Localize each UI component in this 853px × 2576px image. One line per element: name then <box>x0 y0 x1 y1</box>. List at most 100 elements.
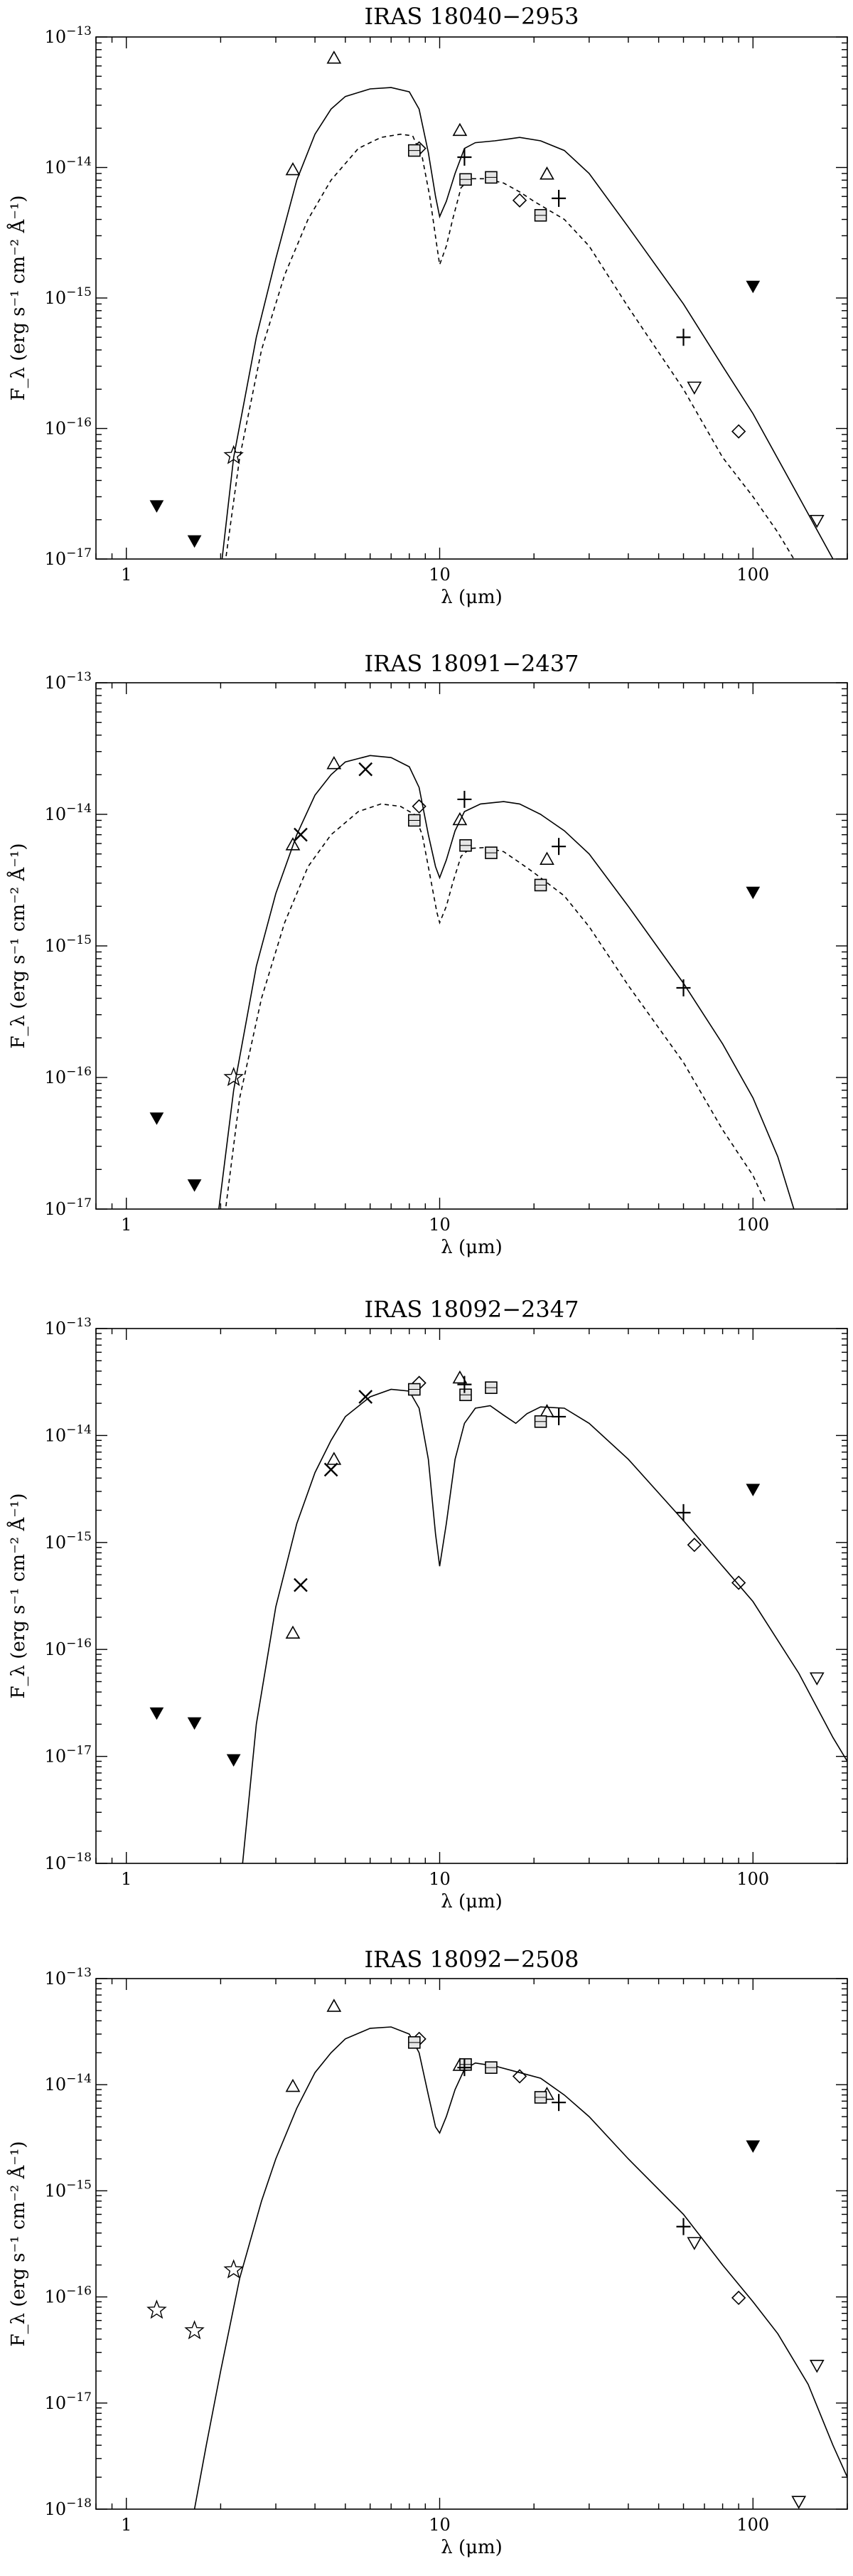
cross-b <box>358 1390 373 1404</box>
x-axis-label: λ (μm) <box>441 1891 503 1912</box>
data-point-plus <box>676 1503 691 1521</box>
y-tick-label: 10−14 <box>45 1422 92 1445</box>
cross-b <box>294 827 308 842</box>
y-tick-exponent: −17 <box>66 2390 92 2405</box>
y-tick-label: 10−16 <box>45 1065 92 1087</box>
data-point-square <box>408 144 421 157</box>
data-point-upper-limit <box>746 886 761 900</box>
y-tick-label: 10−13 <box>45 670 92 693</box>
y-tick-base: 10 <box>45 288 67 308</box>
axis-ticks <box>95 1328 848 1864</box>
data-point-plus <box>676 2218 691 2235</box>
data-point-square <box>534 208 547 222</box>
data-point-cross <box>358 762 373 777</box>
y-tick-exponent: −16 <box>66 1065 92 1079</box>
y-tick-exponent: −18 <box>66 1851 92 1865</box>
chart-title: IRAS 18092−2508 <box>365 1946 579 1973</box>
data-point-diamond <box>412 799 426 814</box>
chart-title: IRAS 18040−2953 <box>365 3 579 30</box>
y-tick-label: 10−17 <box>45 546 92 569</box>
data-point-square <box>459 1388 472 1402</box>
data-point-square <box>534 1415 547 1428</box>
y-tick-base: 10 <box>45 1853 67 1873</box>
data-point-square <box>459 2058 472 2071</box>
y-tick-exponent: −17 <box>66 546 92 560</box>
data-point-square <box>485 2061 498 2074</box>
data-point-plus <box>457 1375 472 1393</box>
y-tick-label: 10−13 <box>45 24 92 47</box>
cross-b <box>294 1577 308 1592</box>
x-tick-label: 1 <box>121 2515 132 2535</box>
data-point-plus <box>552 2094 567 2112</box>
data-point-triangle-down <box>687 2237 702 2250</box>
data-point-square <box>485 846 498 859</box>
y-tick-exponent: −15 <box>66 933 92 947</box>
x-axis-label: λ (μm) <box>441 2537 503 2558</box>
y-axis-label: F_λ (erg s⁻¹ cm⁻² Å⁻¹) <box>6 195 29 400</box>
y-tick-exponent: −13 <box>66 1966 92 1980</box>
x-tick-label: 10 <box>429 1869 451 1889</box>
y-tick-label: 10−14 <box>45 155 92 178</box>
data-point-upper-limit <box>187 1179 202 1192</box>
cross-b <box>323 1462 338 1477</box>
x-tick-label: 100 <box>736 565 769 585</box>
data-point-plus <box>676 979 691 996</box>
y-tick-base: 10 <box>45 549 67 569</box>
x-tick-label: 1 <box>121 1869 132 1889</box>
y-tick-base: 10 <box>45 1199 67 1219</box>
model-line-solid <box>193 2026 847 2509</box>
y-tick-base: 10 <box>45 2499 67 2519</box>
data-point-star <box>223 445 244 464</box>
data-point-triangle <box>452 122 468 137</box>
y-tick-label: 10−16 <box>45 416 92 439</box>
y-axis-label: F_λ (erg s⁻¹ cm⁻² Å⁻¹) <box>6 1493 29 1698</box>
y-tick-exponent: −16 <box>66 2284 92 2299</box>
data-point-triangle-down <box>809 1672 825 1686</box>
model-line-dashed <box>225 803 767 1209</box>
data-point-triangle <box>285 1625 301 1639</box>
data-point-triangle <box>326 756 342 770</box>
data-point-diamond <box>687 1538 702 1553</box>
data-point-square <box>534 2091 547 2104</box>
data-point-cross <box>294 827 308 842</box>
x-tick-label: 10 <box>429 1215 451 1235</box>
data-point-square <box>534 878 547 892</box>
data-point-square <box>459 839 472 852</box>
y-tick-base: 10 <box>45 1639 67 1659</box>
x-tick-label: 100 <box>736 2515 769 2535</box>
y-tick-base: 10 <box>45 2181 67 2200</box>
data-point-upper-limit <box>226 1754 241 1767</box>
data-points <box>149 1370 825 1767</box>
y-tick-label: 10−13 <box>45 1966 92 1989</box>
y-tick-base: 10 <box>45 804 67 824</box>
axis-ticks <box>95 1978 848 2510</box>
data-point-upper-limit <box>746 2140 761 2154</box>
data-point-plus <box>552 1407 567 1425</box>
data-point-star <box>223 1067 244 1087</box>
y-tick-exponent: −15 <box>66 2178 92 2192</box>
data-point-plus <box>457 148 472 166</box>
y-axis-label: F_λ (erg s⁻¹ cm⁻² Å⁻¹) <box>6 2141 29 2346</box>
data-point-triangle <box>326 1452 342 1465</box>
cross-b <box>358 762 373 777</box>
y-tick-label: 10−16 <box>45 1636 92 1659</box>
data-point-plus <box>552 189 567 207</box>
x-tick-label: 1 <box>121 1215 132 1235</box>
data-point-upper-limit <box>149 500 164 513</box>
model-line-dashed <box>225 133 795 559</box>
y-tick-base: 10 <box>45 1969 67 1989</box>
data-point-triangle <box>285 837 301 851</box>
data-point-triangle-down <box>791 2496 807 2509</box>
data-point-square <box>408 2036 421 2049</box>
x-axis-label: λ (μm) <box>441 587 503 608</box>
data-point-star <box>184 2320 205 2340</box>
x-tick-label: 10 <box>429 565 451 585</box>
y-tick-label: 10−14 <box>45 802 92 824</box>
x-tick-label: 100 <box>736 1869 769 1889</box>
data-point-square <box>408 1383 421 1396</box>
data-points <box>149 50 825 548</box>
data-point-triangle <box>452 1370 468 1384</box>
y-tick-label: 10−17 <box>45 1744 92 1767</box>
data-point-upper-limit <box>187 535 202 548</box>
